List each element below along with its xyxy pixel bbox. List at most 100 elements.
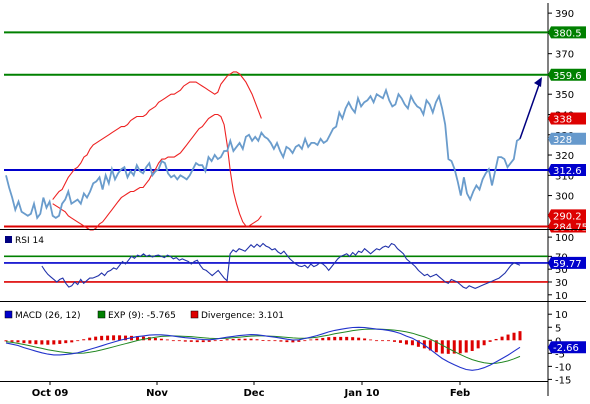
price-marker-tag-1-box bbox=[548, 132, 586, 145]
price-marker-tag-2: 290.2 bbox=[548, 209, 586, 222]
divergence-bar bbox=[470, 340, 474, 351]
divergence-bar bbox=[4, 340, 8, 342]
rsi-legend-label: RSI 14 bbox=[15, 236, 44, 246]
divergence-bar bbox=[398, 340, 402, 343]
rsi-tick-100: 100 bbox=[555, 233, 574, 244]
macd-value-tag: -2.66 bbox=[548, 341, 586, 354]
divergence-bar bbox=[201, 340, 205, 343]
divergence-bar bbox=[339, 336, 343, 341]
divergence-bar bbox=[518, 331, 522, 341]
divergence-bar bbox=[494, 338, 498, 341]
bollinger-lower bbox=[52, 113, 262, 231]
divergence-bar bbox=[392, 340, 396, 342]
macd-tick-10: 10 bbox=[555, 310, 568, 321]
divergence-bar bbox=[249, 338, 253, 341]
divergence-bar bbox=[94, 336, 98, 341]
x-tick-label-1: Nov bbox=[146, 388, 168, 399]
price-level-tag-1-box bbox=[548, 68, 586, 81]
divergence-bar bbox=[88, 337, 92, 341]
forecast-arrow-line bbox=[519, 81, 541, 140]
divergence-bar bbox=[279, 340, 283, 342]
divergence-bar bbox=[345, 336, 349, 341]
divergence-bar bbox=[189, 340, 193, 342]
price-level-tag-2: 312.6 bbox=[548, 164, 586, 177]
divergence-bar bbox=[506, 334, 510, 341]
divergence-bar bbox=[428, 340, 432, 351]
rsi-tick-50: 50 bbox=[555, 265, 568, 276]
divergence-bar bbox=[243, 338, 247, 341]
divergence-bar bbox=[333, 336, 337, 341]
divergence-bar bbox=[297, 340, 301, 342]
divergence-bar bbox=[464, 340, 468, 353]
price-level-tag-0: 380.5 bbox=[548, 26, 586, 39]
rsi-value-tag-text: 59.77 bbox=[553, 259, 582, 270]
divergence-bar bbox=[46, 340, 50, 345]
divergence-bar bbox=[159, 338, 163, 341]
divergence-bar bbox=[482, 340, 486, 346]
divergence-bar bbox=[458, 340, 462, 354]
divergence-bar bbox=[147, 337, 151, 341]
divergence-bar bbox=[476, 340, 480, 349]
price-marker-tag-2-box bbox=[548, 209, 586, 222]
price-tick-350: 350 bbox=[555, 90, 574, 101]
divergence-bar bbox=[135, 336, 139, 341]
rsi-line bbox=[41, 242, 521, 290]
divergence-bar bbox=[267, 340, 271, 342]
bollinger-upper bbox=[52, 71, 262, 200]
divergence-bar bbox=[488, 340, 492, 342]
divergence-bar bbox=[404, 340, 408, 345]
divergence-bar bbox=[303, 340, 307, 342]
divergence-bar bbox=[100, 335, 104, 341]
price-tick-390: 390 bbox=[555, 9, 574, 20]
divergence-bar bbox=[291, 340, 295, 343]
divergence-bar bbox=[285, 340, 289, 343]
divergence-bar bbox=[28, 340, 32, 344]
rsi-tick-30: 30 bbox=[555, 278, 568, 289]
macd-legend-item-0: MACD (26, 12) bbox=[4, 310, 81, 321]
divergence-bar bbox=[363, 338, 367, 341]
price-level-tag-1-text: 359.6 bbox=[553, 71, 582, 82]
divergence-bar bbox=[357, 337, 361, 341]
price-marker-tag-0: 338 bbox=[548, 112, 586, 126]
divergence-bar bbox=[195, 340, 199, 343]
divergence-bar bbox=[255, 339, 259, 341]
divergence-bar bbox=[375, 340, 379, 342]
divergence-bar bbox=[52, 340, 56, 345]
macd-tick-neg15: -15 bbox=[555, 375, 571, 386]
divergence-bar bbox=[64, 340, 68, 344]
macd-legend-label-1: EXP (9): -5.765 bbox=[108, 311, 176, 321]
divergence-bar bbox=[76, 340, 80, 342]
x-axis: Oct 09 Nov Dec Jan 10 Feb bbox=[0, 381, 548, 399]
divergence-bar bbox=[452, 340, 456, 354]
divergence-bar bbox=[165, 339, 169, 341]
divergence-bar bbox=[58, 340, 62, 344]
divergence-bar bbox=[512, 332, 516, 341]
divergence-bar bbox=[440, 340, 444, 354]
divergence-bar bbox=[10, 340, 14, 342]
divergence-bar bbox=[22, 340, 26, 344]
divergence-bar bbox=[416, 340, 420, 347]
divergence-bar bbox=[82, 339, 86, 341]
macd-legend-label-2: Divergence: 3.101 bbox=[201, 311, 284, 321]
price-tick-370: 370 bbox=[555, 50, 574, 61]
divergence-bar bbox=[34, 340, 38, 345]
price-tick-320: 320 bbox=[555, 151, 574, 162]
forecast-arrow-head bbox=[534, 77, 542, 88]
x-tick-label-2: Dec bbox=[243, 388, 264, 399]
price-level-tag-0-text: 380.5 bbox=[553, 28, 582, 39]
macd-tick-neg10: -10 bbox=[555, 362, 571, 373]
price-level-tag-1: 359.6 bbox=[548, 68, 586, 82]
divergence-bar bbox=[500, 336, 504, 341]
divergence-bar bbox=[171, 340, 175, 342]
divergence-bar bbox=[70, 340, 74, 343]
macd-legend-label-0: MACD (26, 12) bbox=[15, 311, 81, 321]
macd-value-tag-box bbox=[548, 341, 586, 354]
divergence-bar bbox=[273, 340, 277, 342]
rsi-value-tag: 59.77 bbox=[548, 256, 586, 270]
rsi-value-tag-box bbox=[548, 256, 586, 269]
